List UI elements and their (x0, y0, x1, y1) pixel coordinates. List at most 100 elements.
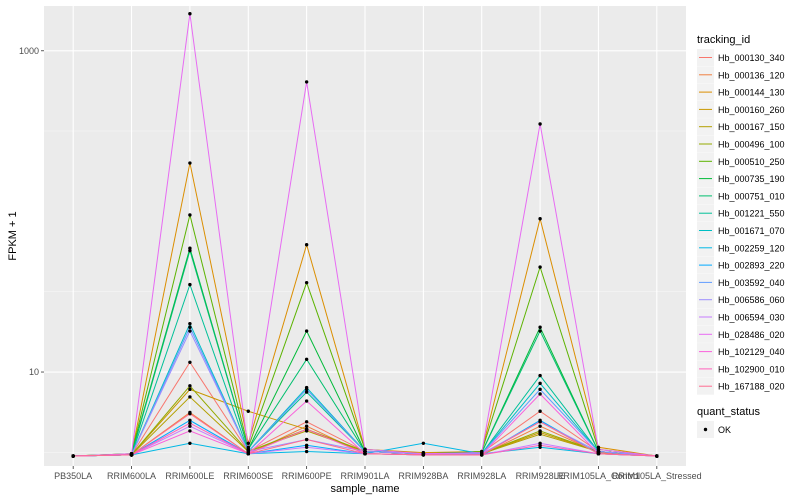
data-point (188, 387, 192, 392)
y-axis-ticks: 10 1000 (19, 46, 44, 377)
y-axis-title: FPKM + 1 (7, 211, 19, 260)
data-point (538, 387, 542, 392)
data-point (538, 265, 542, 269)
shape-legend-title: quant_status (697, 406, 760, 418)
shape-legend-label: OK (718, 425, 731, 435)
legend-title: tracking_id (697, 34, 750, 46)
data-point (188, 412, 192, 416)
x-tick-label: RRIM928LA (457, 471, 506, 481)
shape-legend-point (703, 427, 708, 432)
data-point (304, 80, 309, 84)
y-tick-label: 10 (29, 367, 39, 377)
legend-label: Hb_006594_030 (718, 313, 785, 323)
legend-label: Hb_006586_060 (718, 295, 785, 305)
data-point (304, 387, 309, 392)
data-point (246, 441, 250, 445)
data-point (480, 453, 484, 457)
data-point (188, 246, 192, 250)
x-tick-label: RRIM600LA (107, 471, 156, 481)
x-axis-title: sample_name (330, 483, 399, 495)
data-point (188, 424, 192, 428)
data-point (538, 329, 542, 333)
data-point (304, 437, 309, 442)
data-point (129, 453, 134, 457)
data-point (71, 454, 75, 458)
data-point (304, 449, 309, 454)
data-point (188, 360, 192, 364)
x-tick-label: PB350LA (54, 471, 92, 481)
x-tick-label: RRIM600PE (282, 471, 332, 481)
data-point (304, 420, 309, 424)
data-point (363, 452, 367, 456)
data-point (538, 429, 542, 433)
data-point (304, 357, 309, 362)
legend-label: Hb_000130_340 (718, 53, 785, 63)
x-tick-label: RRIM928BA (398, 471, 448, 481)
x-tick-label: RRIM928LE (516, 471, 565, 481)
data-point (188, 325, 192, 329)
data-point (304, 424, 309, 428)
data-point (188, 429, 192, 433)
legend-label: Hb_003592_040 (718, 278, 785, 288)
data-point (246, 409, 250, 413)
legend-label: Hb_028486_020 (718, 330, 785, 340)
data-point (421, 453, 426, 457)
legend-label: Hb_000160_260 (718, 105, 785, 115)
data-point (538, 420, 542, 424)
data-point (304, 243, 309, 247)
legend-label: Hb_002259_120 (718, 243, 785, 253)
x-axis-ticks: PB350LA RRIM600LA RRIM600LE RRIM600SE RRIM60… (54, 466, 702, 481)
data-point (188, 161, 192, 165)
legend-label: Hb_002893_220 (718, 261, 785, 271)
data-point (596, 447, 601, 452)
series-points (71, 12, 659, 458)
legend-label: Hb_001671_070 (718, 226, 785, 236)
data-point (304, 399, 309, 403)
data-point (188, 12, 192, 16)
data-point (246, 447, 250, 452)
data-point (655, 454, 659, 458)
x-tick-label: RRIM901LA (340, 471, 389, 481)
data-point (596, 452, 601, 456)
data-point (538, 443, 542, 447)
legend-label: Hb_001221_550 (718, 209, 785, 219)
legend-label: Hb_167188_020 (718, 382, 785, 392)
data-point (538, 381, 542, 386)
legend: tracking_id Hb_000130_340Hb_000136_120Hb… (697, 34, 785, 438)
data-point (246, 452, 250, 456)
legend-items: Hb_000130_340 Hb_000136_120 Hb_000144_130 H… (697, 49, 785, 395)
legend-label: Hb_000144_130 (718, 88, 785, 98)
data-point (538, 409, 542, 413)
legend-label: Hb_000167_150 (718, 122, 785, 132)
data-point (188, 248, 192, 253)
data-point (304, 390, 309, 394)
data-point (304, 445, 309, 449)
x-tick-label: RRIM600LE (165, 471, 214, 481)
legend-label: Hb_102900_010 (718, 364, 785, 374)
data-point (188, 395, 192, 399)
data-point (538, 122, 542, 126)
legend-label: Hb_000510_250 (718, 157, 785, 167)
x-tick-label: RRIM105LA_Control (557, 471, 640, 481)
data-point (363, 447, 367, 452)
data-point (421, 441, 426, 445)
data-point (538, 432, 542, 436)
legend-label: Hb_102129_040 (718, 347, 785, 357)
data-point (538, 325, 542, 329)
data-point (188, 441, 192, 445)
legend-label: Hb_000751_010 (718, 191, 785, 201)
y-tick-label: 1000 (19, 46, 39, 56)
legend-label: Hb_000136_120 (718, 70, 785, 80)
legend-label: Hb_000735_190 (718, 174, 785, 184)
legend-label: Hb_000496_100 (718, 140, 785, 150)
data-point (304, 329, 309, 333)
data-point (304, 427, 309, 432)
x-tick-label: RRIM600SE (223, 471, 273, 481)
data-point (188, 329, 192, 333)
data-point (188, 418, 192, 423)
shape-legend-items: OK (697, 421, 731, 438)
data-point (188, 421, 192, 425)
data-point (188, 282, 192, 287)
data-point (538, 392, 542, 396)
data-point (188, 384, 192, 388)
